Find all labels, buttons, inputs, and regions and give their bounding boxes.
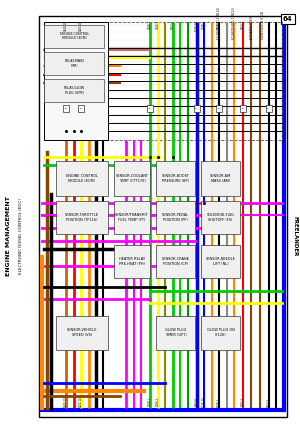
Bar (44, 23, 282, 140)
Text: ACTUATOR (D167): ACTUATOR (D167) (250, 16, 254, 39)
Text: 1K: 1K (80, 108, 82, 109)
Bar (194, 105, 200, 112)
Text: SOLENOID-FUEL
SHUTOFF (FS): SOLENOID-FUEL SHUTOFF (FS) (206, 213, 235, 222)
Bar (56, 161, 108, 196)
Text: C553-3: C553-3 (241, 20, 245, 29)
Bar (201, 201, 240, 234)
Text: C162-2: C162-2 (217, 20, 221, 29)
Bar (114, 245, 150, 278)
Bar (56, 316, 108, 349)
Bar (201, 245, 240, 278)
Bar (266, 105, 272, 112)
Text: FREELANDER: FREELANDER (293, 216, 298, 257)
Bar (156, 245, 195, 278)
Text: HEATER RELAY
PRE-HEAT (PH): HEATER RELAY PRE-HEAT (PH) (119, 257, 145, 266)
Bar (147, 105, 153, 112)
Text: SENSOR-NEEDLE
LIFT (NL): SENSOR-NEEDLE LIFT (NL) (206, 257, 236, 266)
Bar (44, 25, 104, 48)
Bar (63, 105, 69, 112)
Bar (156, 161, 195, 196)
Bar (156, 201, 195, 234)
Bar (114, 161, 150, 196)
Text: GLOW PLUG ON (Y126): GLOW PLUG ON (Y126) (260, 11, 265, 39)
Text: RELAY-GLOW
PLUG (GPR): RELAY-GLOW PLUG (GPR) (64, 86, 85, 95)
Bar (56, 201, 108, 234)
Bar (240, 105, 246, 112)
Text: SENSOR-VEHICLE
SPEED (VS): SENSOR-VEHICLE SPEED (VS) (67, 329, 97, 337)
Bar (156, 316, 195, 349)
Text: C203-10: C203-10 (79, 20, 83, 31)
Text: C126-34: C126-34 (202, 397, 206, 407)
Text: 1K: 1K (218, 108, 220, 109)
Text: 1K: 1K (64, 108, 68, 109)
Bar (44, 79, 104, 102)
Text: SENSOR-COOLANT
TEMP (CTT178): SENSOR-COOLANT TEMP (CTT178) (116, 174, 148, 183)
Text: 64: 64 (283, 16, 292, 22)
Text: SENSOR-AIR
MASS (AM): SENSOR-AIR MASS (AM) (210, 174, 231, 183)
Text: C448-2: C448-2 (202, 20, 206, 29)
Text: SENSOR-PEDAL
POSITION (PP): SENSOR-PEDAL POSITION (PP) (162, 213, 189, 222)
Text: C168-3: C168-3 (155, 20, 160, 29)
Text: C168-1: C168-1 (148, 20, 152, 29)
Bar (201, 161, 240, 196)
Text: 1K: 1K (242, 108, 244, 109)
Text: SENSOR-CRANK
POSITION (CP): SENSOR-CRANK POSITION (CP) (161, 257, 190, 266)
Text: C448-2: C448-2 (217, 397, 221, 406)
Text: C449-10: C449-10 (64, 397, 68, 407)
Text: C203-10: C203-10 (79, 397, 83, 407)
Text: RELAY-MAIN
(MR): RELAY-MAIN (MR) (64, 59, 84, 68)
Text: C168-3: C168-3 (155, 397, 160, 406)
Bar (44, 23, 108, 140)
Text: C553-3: C553-3 (266, 397, 271, 406)
Text: SENSOR-THROTTLE
POSITION (TP116): SENSOR-THROTTLE POSITION (TP116) (65, 213, 99, 222)
Text: SENSOR/TRANSMIT
FUEL TEMP (FT): SENSOR/TRANSMIT FUEL TEMP (FT) (115, 213, 149, 222)
Text: SENSOR-BOOST
PRESSURE (BP): SENSOR-BOOST PRESSURE (BP) (162, 174, 189, 183)
Bar (39, 16, 286, 416)
Text: C553-6: C553-6 (170, 20, 175, 29)
Text: ENGINE CONTROL
MODULE (ECM): ENGINE CONTROL MODULE (ECM) (60, 32, 89, 40)
Bar (216, 105, 222, 112)
Text: 1K: 1K (195, 108, 198, 109)
Text: SOLENOID-FUEL 2 (N124): SOLENOID-FUEL 2 (N124) (217, 7, 221, 39)
Bar (201, 316, 240, 349)
Text: C162-2: C162-2 (241, 397, 245, 406)
Text: ENGINE MANAGEMENT: ENGINE MANAGEMENT (7, 196, 11, 276)
Text: 1K: 1K (267, 108, 270, 109)
Text: SOLENOID-FUEL 1 (N123): SOLENOID-FUEL 1 (N123) (232, 7, 236, 39)
Bar (44, 52, 104, 75)
Text: GLOW PLUG
TIMER (GPT): GLOW PLUG TIMER (GPT) (165, 329, 186, 337)
Text: C126-34: C126-34 (194, 20, 199, 31)
Bar (114, 201, 150, 234)
Text: 1K: 1K (148, 108, 152, 109)
Text: ELECTRONIC DIESEL CONTROL (EDC): ELECTRONIC DIESEL CONTROL (EDC) (19, 198, 23, 274)
Bar (78, 105, 84, 112)
Text: C168-1: C168-1 (148, 397, 152, 406)
Text: C449-10: C449-10 (64, 20, 68, 31)
Text: C553-6: C553-6 (194, 397, 199, 406)
Text: GLOW PLUG ON
(Y126): GLOW PLUG ON (Y126) (207, 329, 234, 337)
Text: ENGINE CONTROL
MODULE (ECM): ENGINE CONTROL MODULE (ECM) (66, 174, 98, 183)
